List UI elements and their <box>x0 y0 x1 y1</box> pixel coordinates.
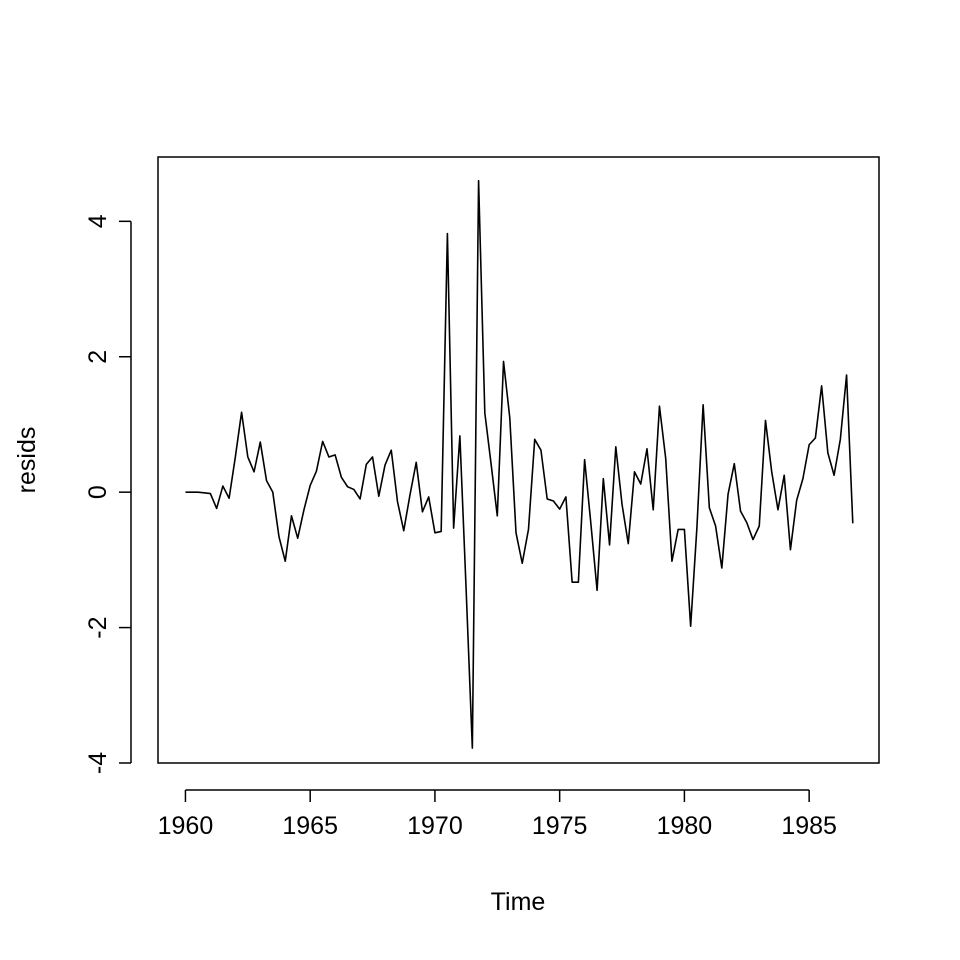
y-tick-label: -2 <box>84 616 112 638</box>
x-tick-label: 1985 <box>781 812 837 840</box>
x-tick-label: 1980 <box>657 812 713 840</box>
y-tick-label: -4 <box>84 752 112 774</box>
y-tick-label: 0 <box>84 485 112 499</box>
y-axis-title: resids <box>13 427 41 494</box>
y-axis: -4 -2 0 2 4 <box>84 214 132 774</box>
series-line-resids <box>185 179 854 749</box>
x-tick-label: 1965 <box>282 812 338 840</box>
y-tick-label: 2 <box>84 350 112 364</box>
x-axis-title: Time <box>491 888 546 916</box>
x-tick-label: 1960 <box>158 812 214 840</box>
x-tick-label: 1970 <box>407 812 463 840</box>
x-axis: 1960 1965 1970 1975 1980 1985 <box>158 789 837 840</box>
x-tick-label: 1975 <box>532 812 588 840</box>
plot-frame <box>157 156 880 764</box>
y-tick-label: 4 <box>84 214 112 228</box>
